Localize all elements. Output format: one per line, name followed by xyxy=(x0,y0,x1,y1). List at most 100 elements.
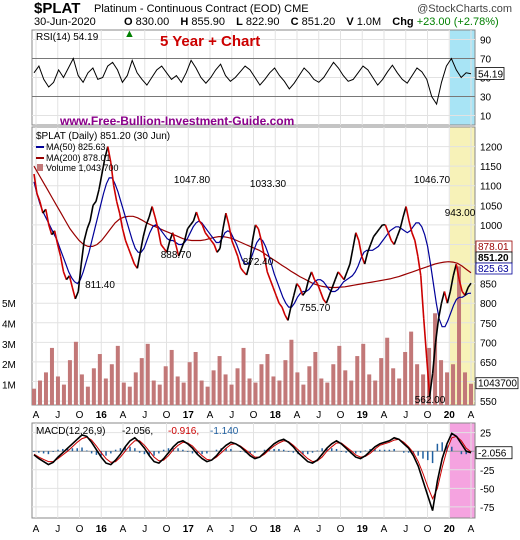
volume-bar xyxy=(469,383,473,405)
price-segment xyxy=(148,206,153,218)
brand-link[interactable]: @StockCharts.com xyxy=(417,3,512,15)
ma50-line xyxy=(33,177,472,328)
price-annotation: 811.40 xyxy=(85,280,115,291)
volume-bar xyxy=(409,331,414,405)
price-segment xyxy=(180,240,186,249)
x-tick-label: O xyxy=(424,410,432,421)
price-y-tick: 700 xyxy=(480,338,497,349)
price-segment xyxy=(304,279,310,292)
exchange-text: CME xyxy=(284,3,309,15)
volume-y-tick: 2M xyxy=(2,360,16,371)
price-segment xyxy=(71,287,77,300)
volume-badge-label: 1043700 xyxy=(478,379,517,390)
price-segment xyxy=(464,287,469,296)
price-segment xyxy=(349,248,354,265)
price-segment xyxy=(440,291,446,304)
rsi-last-label: 54.19 xyxy=(478,70,503,81)
price-segment xyxy=(414,240,419,257)
x-tick-label: O xyxy=(337,410,345,421)
volume-bar xyxy=(91,368,96,405)
rsi-y-tick: 10 xyxy=(480,112,492,123)
price-segment xyxy=(192,211,198,222)
volume-bar xyxy=(43,372,48,405)
price-segment xyxy=(425,357,431,397)
price-segment xyxy=(225,212,230,226)
volume-bar xyxy=(265,354,270,405)
price-segment xyxy=(207,236,212,242)
volume-bar xyxy=(199,380,204,405)
price-segment xyxy=(257,228,263,241)
volume-bar xyxy=(175,376,180,405)
price-segment xyxy=(310,271,316,280)
price-segment xyxy=(95,189,100,202)
volume-bar xyxy=(79,374,84,405)
price-segment xyxy=(355,232,360,241)
price-segment xyxy=(443,291,449,304)
price-segment xyxy=(417,256,422,276)
price-segment xyxy=(358,240,363,257)
x-tick-label-bottom: 20 xyxy=(444,524,456,535)
price-segment xyxy=(402,206,407,218)
ma200-legend: MA(200) 878.01 xyxy=(46,153,111,163)
price-segment xyxy=(278,302,283,308)
x-tick-label-bottom: 19 xyxy=(357,524,369,535)
volume-bar xyxy=(73,341,78,405)
volume-readout: V 1.0M xyxy=(346,16,382,28)
rsi-watermark: 5 Year + Chart xyxy=(160,33,260,50)
volume-bar xyxy=(169,349,174,405)
price-segment xyxy=(104,146,109,159)
x-tick-label: J xyxy=(55,410,60,421)
price-y-tick: 550 xyxy=(480,397,497,408)
price-y-tick: 1100 xyxy=(480,182,502,193)
volume-bar xyxy=(127,386,132,405)
open-readout: O 830.00 xyxy=(124,16,170,28)
volume-bar xyxy=(193,351,198,405)
price-segment xyxy=(428,373,434,397)
x-tick-label-bottom: A xyxy=(381,524,388,535)
price-segment xyxy=(272,287,277,296)
price-segment xyxy=(328,287,333,296)
x-tick-label: 17 xyxy=(183,410,195,421)
price-segment xyxy=(458,279,463,292)
price-segment xyxy=(204,232,209,238)
volume-bar xyxy=(109,364,114,405)
price-watermark: www.Free-Bullion-Investment-Guide.com xyxy=(59,114,294,128)
volume-bar xyxy=(445,372,450,405)
x-tick-label-bottom: O xyxy=(250,524,258,535)
chart-date: 30-Jun-2020 xyxy=(34,16,96,28)
volume-bar xyxy=(379,358,384,405)
volume-bar xyxy=(457,266,462,405)
x-tick-label-bottom: O xyxy=(337,524,345,535)
x-tick-label-bottom: J xyxy=(403,524,408,535)
price-segment xyxy=(396,228,401,237)
ma50-legend: MA(50) 825.63 xyxy=(46,142,106,152)
volume-bar xyxy=(427,347,432,405)
price-segment xyxy=(275,295,280,304)
volume-bar xyxy=(211,370,216,405)
volume-bar xyxy=(361,343,366,405)
price-annotation: 755.70 xyxy=(300,303,331,314)
price-segment xyxy=(177,248,183,257)
price-segment xyxy=(89,205,94,222)
macd-legend-hist: -1.140 xyxy=(210,426,239,437)
price-segment xyxy=(121,228,127,241)
price-segment xyxy=(236,256,242,269)
price-segment xyxy=(56,244,62,257)
price-segment xyxy=(269,279,274,288)
price-segment xyxy=(118,212,124,229)
macd-y-tick: 25 xyxy=(480,429,492,440)
price-segment xyxy=(313,279,319,285)
price-annotation: 888.70 xyxy=(161,250,192,261)
price-segment xyxy=(213,244,218,253)
x-tick-label: O xyxy=(250,410,258,421)
price-segment xyxy=(287,306,292,321)
price-segment xyxy=(393,236,398,245)
x-tick-label: 16 xyxy=(96,410,108,421)
x-tick-label-bottom: J xyxy=(229,524,234,535)
price-segment xyxy=(136,252,142,269)
price-segment xyxy=(319,291,325,300)
x-tick-label-bottom: J xyxy=(142,524,147,535)
price-segment xyxy=(399,216,404,229)
volume-bar xyxy=(139,358,144,405)
volume-bar xyxy=(451,364,456,405)
